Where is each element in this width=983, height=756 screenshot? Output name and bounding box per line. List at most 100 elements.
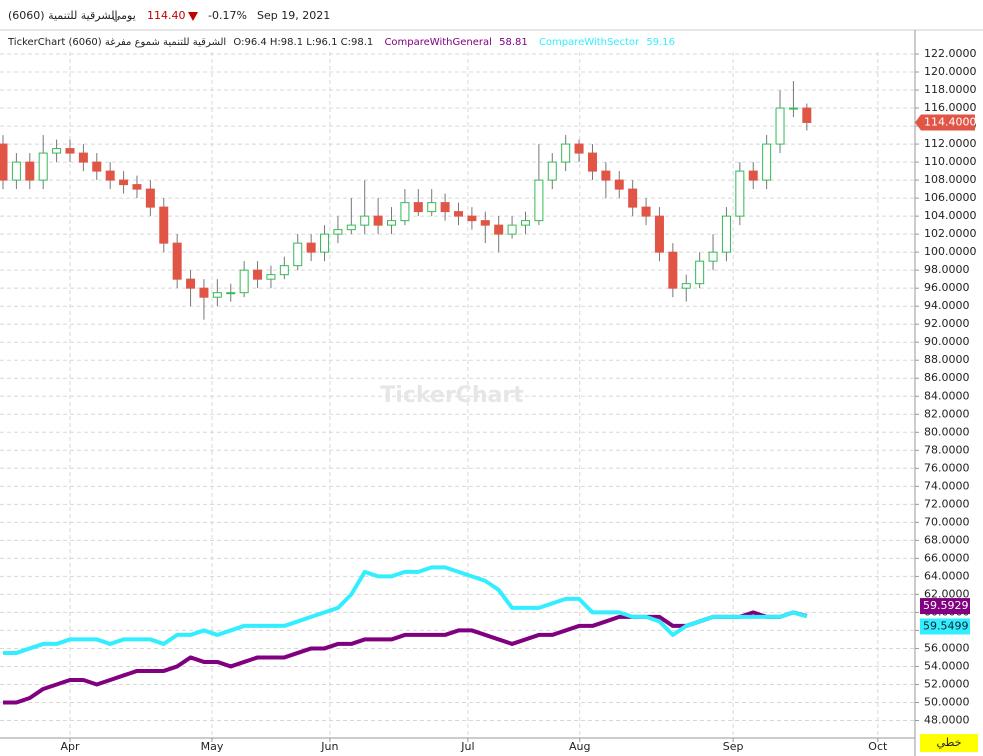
candle-body xyxy=(547,161,557,181)
y-tick-label: 76.0000 xyxy=(924,461,970,474)
y-tick-label: 48.0000 xyxy=(924,713,970,726)
price: 114.40 xyxy=(147,9,186,22)
x-tick-label: Aug xyxy=(569,740,590,753)
watermark: TickerChart xyxy=(380,383,524,408)
legend-title: TickerChart الشرقية للتنمية شموع مفرغة (… xyxy=(7,37,226,48)
candle-body xyxy=(253,269,263,280)
scale-button-label[interactable]: خطي xyxy=(937,736,962,749)
y-tick-label: 74.0000 xyxy=(924,479,970,492)
series-flag xyxy=(920,598,970,615)
candle-body xyxy=(387,220,397,226)
candle-body xyxy=(601,170,611,181)
candle-body xyxy=(454,211,463,217)
y-tick-label: 118.0000 xyxy=(924,83,977,96)
legend-series: CompareWithGeneral xyxy=(384,37,491,48)
indicator-line xyxy=(3,565,808,655)
candle-body xyxy=(360,215,370,226)
candle-body xyxy=(561,143,571,163)
candle-body xyxy=(333,229,343,235)
legend-value: 59.16 xyxy=(646,37,675,48)
candle-body xyxy=(788,107,798,110)
candle-body xyxy=(226,292,236,295)
candle-body xyxy=(574,143,584,154)
y-tick-label: 112.0000 xyxy=(924,137,977,150)
down-arrow xyxy=(188,12,198,21)
candle-body xyxy=(346,224,356,231)
y-tick-label: 96.0000 xyxy=(924,281,970,294)
price-flag-label: 114.4000 xyxy=(924,115,977,128)
candle-body xyxy=(0,143,8,181)
y-tick-label: 68.0000 xyxy=(924,533,970,546)
x-tick-label: Jun xyxy=(320,740,338,753)
candle-body xyxy=(65,148,75,154)
symbol: الشرقية للتنمية (6060) xyxy=(8,9,118,22)
y-tick-label: 88.0000 xyxy=(924,353,970,366)
x-tick-label: Apr xyxy=(60,740,80,753)
y-tick-label: 110.0000 xyxy=(924,155,977,168)
legend-series: CompareWithSector xyxy=(539,37,640,48)
candle-body xyxy=(467,215,477,222)
candle-body xyxy=(520,220,530,226)
candle-body xyxy=(427,202,437,213)
candle-body xyxy=(735,170,745,217)
candle-body xyxy=(212,292,222,298)
candle-body xyxy=(681,283,691,289)
y-tick-label: 78.0000 xyxy=(924,443,970,456)
candle-body xyxy=(320,233,330,253)
date: Sep 19, 2021 xyxy=(257,9,330,22)
period: يومي xyxy=(112,9,136,22)
series-flag-label: 59.5499 xyxy=(923,619,969,632)
y-tick-label: 94.0000 xyxy=(924,299,970,312)
y-tick-label: 86.0000 xyxy=(924,371,970,384)
candle-body xyxy=(11,161,21,181)
candle-body xyxy=(802,107,812,123)
candle-body xyxy=(293,242,303,267)
x-tick-label: Sep xyxy=(723,740,744,753)
legend-value: 58.81 xyxy=(499,37,528,48)
candle-body xyxy=(775,107,785,145)
overlay: 48.000050.000052.000054.000056.000058.00… xyxy=(60,47,976,753)
y-tick-label: 122.0000 xyxy=(924,47,977,60)
y-tick-label: 80.0000 xyxy=(924,425,970,438)
y-tick-label: 64.0000 xyxy=(924,569,970,582)
candle-body xyxy=(654,215,664,253)
candle-body xyxy=(762,143,772,181)
y-tick-label: 120.0000 xyxy=(924,65,977,78)
y-tick-label: 66.0000 xyxy=(924,551,970,564)
candle-body xyxy=(266,274,276,280)
y-tick-label: 84.0000 xyxy=(924,389,970,402)
y-tick-label: 116.0000 xyxy=(924,101,977,114)
y-tick-label: 62.0000 xyxy=(924,587,970,600)
candle-body xyxy=(186,278,196,289)
candle-body xyxy=(494,224,504,235)
y-tick-label: 52.0000 xyxy=(924,677,970,690)
candle-body xyxy=(239,269,249,294)
candle-body xyxy=(708,251,718,262)
scale-button[interactable] xyxy=(920,734,978,752)
y-tick-label: 82.0000 xyxy=(924,407,970,420)
candle-body xyxy=(721,215,731,253)
y-tick-label: 90.0000 xyxy=(924,335,970,348)
plot xyxy=(0,52,915,738)
candle-body xyxy=(159,206,169,244)
candle-body xyxy=(440,202,450,213)
candle-body xyxy=(25,161,35,181)
legend-ohlc: O:96.4 H:98.1 L:96.1 C:98.1 xyxy=(233,37,373,48)
y-tick-label: 108.0000 xyxy=(924,173,977,186)
candle-body xyxy=(119,179,129,186)
candle-body xyxy=(279,265,289,276)
candle-body xyxy=(534,179,544,222)
candle-body xyxy=(52,148,62,154)
y-tick-label: 50.0000 xyxy=(924,695,970,708)
change: -0.17% xyxy=(208,9,247,22)
y-tick-label: 92.0000 xyxy=(924,317,970,330)
y-tick-label: 70.0000 xyxy=(924,515,970,528)
candle-body xyxy=(199,287,209,298)
x-tick-label: Jul xyxy=(460,740,474,753)
candle-body xyxy=(400,202,410,222)
candle-body xyxy=(373,215,383,226)
y-tick-label: 102.0000 xyxy=(924,227,977,240)
candle-body xyxy=(641,206,651,217)
y-tick-label: 98.0000 xyxy=(924,263,970,276)
